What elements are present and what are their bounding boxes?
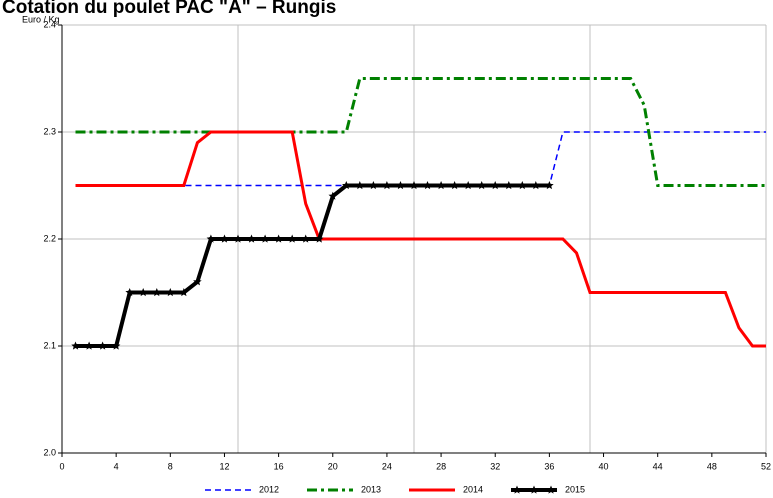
point-marker (450, 181, 459, 190)
point-marker (504, 181, 513, 190)
point-marker (260, 234, 270, 243)
point-marker (71, 341, 80, 350)
point-marker (287, 234, 297, 243)
point-marker (382, 181, 392, 190)
point-marker (193, 277, 202, 286)
y-tick-label: 2.4 (43, 19, 56, 29)
series-line (75, 183, 550, 348)
legend-marker (546, 485, 556, 494)
y-axis-label: Euro / Kg (22, 14, 60, 24)
point-marker (545, 181, 554, 190)
chart-title: Cotation du poulet PAC "A" – Rungis (2, 0, 336, 18)
legend-label: 2013 (361, 484, 381, 494)
point-marker (166, 288, 175, 297)
point-marker (98, 341, 107, 350)
x-tick-label: 24 (382, 461, 392, 471)
x-tick-label: 28 (436, 461, 446, 471)
x-tick-label: 44 (653, 461, 663, 471)
series-line (75, 77, 766, 187)
x-tick-label: 48 (707, 461, 717, 471)
point-marker (233, 234, 243, 243)
point-marker (179, 288, 189, 297)
y-tick-label: 2.3 (43, 126, 56, 136)
y-tick-label: 2.1 (43, 340, 56, 350)
point-marker (477, 181, 486, 190)
legend-label: 2012 (259, 484, 279, 494)
point-marker (423, 181, 432, 190)
x-tick-label: 40 (599, 461, 609, 471)
point-marker (125, 288, 134, 297)
point-marker (301, 234, 310, 243)
point-marker (111, 341, 121, 350)
point-marker (369, 181, 378, 190)
point-marker (396, 181, 405, 190)
point-marker (531, 181, 541, 190)
legend-marker (512, 485, 522, 494)
series-line (75, 130, 766, 348)
point-marker (152, 288, 161, 297)
point-marker (328, 191, 337, 200)
point-marker (247, 234, 256, 243)
x-tick-label: 20 (328, 461, 338, 471)
point-marker (355, 181, 365, 190)
x-tick-label: 52 (761, 461, 771, 471)
point-marker (206, 234, 216, 243)
point-marker (220, 234, 229, 243)
legend-marker (529, 485, 539, 494)
point-marker (463, 181, 473, 190)
point-marker (315, 234, 324, 243)
x-tick-label: 0 (59, 461, 64, 471)
x-tick-label: 12 (219, 461, 229, 471)
point-marker (342, 181, 351, 190)
x-tick-label: 36 (544, 461, 554, 471)
x-tick-label: 8 (168, 461, 173, 471)
series-line (75, 131, 766, 187)
point-marker (139, 288, 148, 297)
point-marker (409, 181, 419, 190)
point-marker (84, 341, 94, 350)
x-tick-label: 4 (114, 461, 119, 471)
legend-label: 2015 (565, 484, 585, 494)
point-marker (491, 181, 500, 190)
point-marker (518, 181, 527, 190)
y-tick-label: 2.0 (43, 447, 56, 457)
y-tick-label: 2.2 (43, 233, 56, 243)
x-tick-label: 16 (274, 461, 284, 471)
point-marker (274, 234, 283, 243)
point-marker (436, 181, 446, 190)
legend-label: 2014 (463, 484, 483, 494)
x-tick-label: 32 (490, 461, 500, 471)
